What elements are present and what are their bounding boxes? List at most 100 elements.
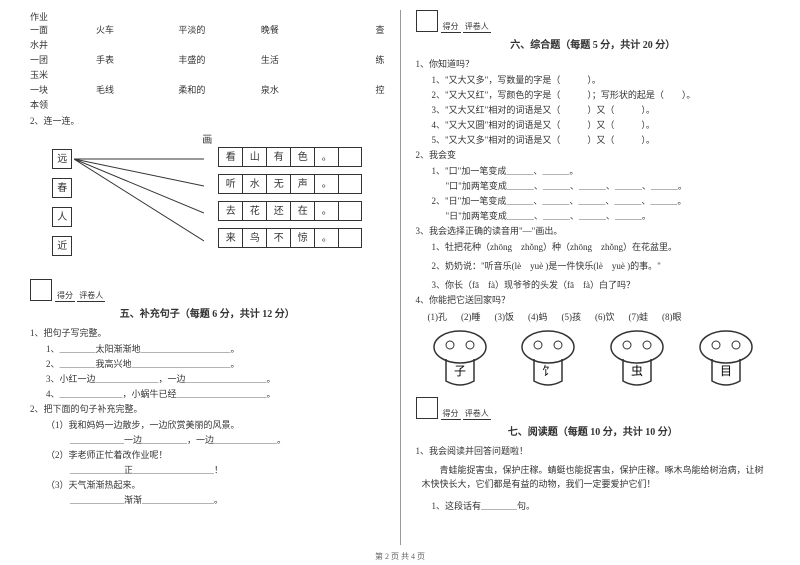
r-q4: 4、你能把它送回家吗？: [416, 293, 771, 306]
word-row: 一面 火车 平淡的 晚餐 查: [30, 23, 385, 36]
opt: (6)饮: [595, 310, 615, 323]
opt: (1)孔: [428, 310, 448, 323]
right-column: 得分 评卷人 六、综合题（每题 5 分，共计 20 分） 1、你知道吗？ 1、"…: [401, 10, 771, 545]
gcell: 。: [314, 174, 338, 194]
gcell: 看: [218, 147, 242, 167]
score-block: 得分 评卷人: [416, 397, 771, 419]
mushroom-row: 子 饣 虫 目: [416, 329, 771, 389]
r-q2-2b: "日"加两笔变成＿＿＿、＿＿＿、＿＿＿、＿＿＿。: [416, 209, 771, 222]
gcell: 去: [218, 201, 242, 221]
char-cell: 远: [52, 149, 72, 169]
mushroom-icon: 子: [430, 329, 490, 389]
q2-1: （1）我和妈妈一边散步，一边欣赏美丽的风景。: [30, 418, 385, 431]
r-q3-3: 3、你长（fā fà）现爷爷的头发（fā fà）白了吗？: [416, 278, 771, 291]
q2-1b: ＿＿＿＿＿＿一边＿＿＿＿＿，一边＿＿＿＿＿＿＿。: [30, 433, 385, 446]
char-grid-area: 画 远 春 人 近 看山有色。 听水无声。 去花还在。 来鸟不惊。: [52, 131, 362, 271]
page-footer: 第 2 页 共 4 页: [0, 551, 800, 562]
q1-3: 3、小红一边＿＿＿＿＿＿＿，一边＿＿＿＿＿＿＿＿＿。: [30, 372, 385, 385]
word-row: 玉米: [30, 68, 385, 81]
word: 一块: [30, 83, 96, 96]
r-q1-2: 2、"又大又红"，写颜色的字是（ ）；写形状的起是（ ）。: [416, 88, 771, 101]
score-block: 得分 评卷人: [30, 279, 385, 301]
r-q1: 1、你知道吗？: [416, 57, 771, 70]
score-box-icon: [416, 10, 438, 32]
word: 玉米: [30, 68, 96, 81]
connect-lines: [74, 149, 204, 259]
score-label: 得分: [441, 409, 461, 420]
gcell: 山: [242, 147, 266, 167]
opt: (8)眼: [662, 310, 682, 323]
gcell: 无: [266, 174, 290, 194]
word: 平淡的: [178, 23, 260, 36]
score-box-icon: [30, 279, 52, 301]
gcell: 还: [266, 201, 290, 221]
word-row: 本领: [30, 98, 385, 111]
word-row: 一块 毛线 柔和的 泉水 控: [30, 83, 385, 96]
word-row: 一团 手表 丰盛的 生活 练: [30, 53, 385, 66]
gcell: 。: [314, 201, 338, 221]
word: 火车: [96, 23, 178, 36]
gcell: 鸟: [242, 228, 266, 248]
grader-label: 评卷人: [463, 409, 491, 420]
r-q1-1: 1、"又大又多"，写数量的字是（ ）。: [416, 73, 771, 86]
gcell: [338, 174, 362, 194]
opt: (5)孩: [562, 310, 582, 323]
gcell: [338, 147, 362, 167]
gcell: [338, 201, 362, 221]
char-cell: 人: [52, 207, 72, 227]
section-6-title: 六、综合题（每题 5 分，共计 20 分）: [416, 36, 771, 51]
gcell: 。: [314, 228, 338, 248]
q2-2: （2）李老师正忙着改作业呢！: [30, 448, 385, 461]
opt: (4)蚂: [528, 310, 548, 323]
r-q3-1: 1、牡把花种（zhōng zhǒng）种（zhōng zhǒng）在花盆里。: [416, 240, 771, 253]
grid-row: 看山有色。: [218, 147, 362, 167]
word: 本领: [30, 98, 96, 111]
word: 一面: [30, 23, 96, 36]
grid-row: 听水无声。: [218, 174, 362, 194]
poem-grid: 看山有色。 听水无声。 去花还在。 来鸟不惊。: [218, 147, 362, 255]
r-q2-2: 2、"日"加一笔变成＿＿＿、＿＿＿、＿＿＿、＿＿＿、＿＿＿。: [416, 194, 771, 207]
grid-row: 去花还在。: [218, 201, 362, 221]
gcell: [338, 228, 362, 248]
reading-text: 青蛙能捉害虫，保护庄稼。蜻蜓也能捉害虫，保护庄稼。啄木鸟能给树治病，让树木快快长…: [416, 460, 771, 495]
left-column: 作业 一面 火车 平淡的 晚餐 查 水井 一团 手表 丰盛的 生活 练 玉米 一…: [30, 10, 401, 545]
word: 查: [343, 23, 384, 36]
r-q1-3: 3、"又大又红"相对的词语是又（ ）又（ ）。: [416, 103, 771, 116]
gcell: 水: [242, 174, 266, 194]
word: 泉水: [261, 83, 343, 96]
word: 晚餐: [261, 23, 343, 36]
reading-sub-q: 1、这段话有＿＿＿＿句。: [416, 499, 771, 512]
score-label: 得分: [55, 291, 75, 302]
r-q1-4: 4、"又大又圆"相对的词语是又（ ）又（ ）。: [416, 118, 771, 131]
q1-4: 4、＿＿＿＿＿＿＿，小蜗牛已经＿＿＿＿＿＿＿＿＿＿。: [30, 387, 385, 400]
opt: (2)睡: [461, 310, 481, 323]
word: 水井: [30, 38, 96, 51]
gcell: 色: [290, 147, 314, 167]
page-container: 作业 一面 火车 平淡的 晚餐 查 水井 一团 手表 丰盛的 生活 练 玉米 一…: [0, 0, 800, 565]
section-7-title: 七、阅读题（每题 10 分，共计 10 分）: [416, 423, 771, 438]
r-q3-2: 2、奶奶说："听音乐(lè yuè )是一件快乐(lè yuè )的事。": [416, 259, 771, 272]
q1-2: 2、＿＿＿＿我高兴地＿＿＿＿＿＿＿＿＿＿＿。: [30, 357, 385, 370]
word: 生活: [261, 53, 343, 66]
grader-label: 评卷人: [463, 22, 491, 33]
q2-3b: ＿＿＿＿＿＿渐渐＿＿＿＿＿＿＿＿。: [30, 493, 385, 506]
gcell: 不: [266, 228, 290, 248]
word: 柔和的: [178, 83, 260, 96]
r-q3: 3、我会选择正确的读音用"—"画出。: [416, 224, 771, 237]
gcell: 有: [266, 147, 290, 167]
opt: (3)饭: [495, 310, 515, 323]
r-q2-1: 1、"口"加一笔变成＿＿＿、＿＿＿。: [416, 164, 771, 177]
q1: 1、把句子写完整。: [30, 326, 385, 339]
reading-q: 1、我会阅读并回答问题啦！: [416, 444, 771, 457]
grid-row: 来鸟不惊。: [218, 228, 362, 248]
char-cell: 近: [52, 236, 72, 256]
r-q2: 2、我会变: [416, 148, 771, 161]
opt: (7)蛙: [629, 310, 649, 323]
mush-label: 子: [454, 364, 466, 378]
options-row: (1)孔 (2)睡 (3)饭 (4)蚂 (5)孩 (6)饮 (7)蛙 (8)眼: [416, 310, 771, 323]
score-block: 得分 评卷人: [416, 10, 771, 32]
score-box-icon: [416, 397, 438, 419]
q1-1: 1、＿＿＿＿太阳渐渐地＿＿＿＿＿＿＿＿＿＿。: [30, 342, 385, 355]
mushroom-icon: 饣: [518, 329, 578, 389]
word: 毛线: [96, 83, 178, 96]
